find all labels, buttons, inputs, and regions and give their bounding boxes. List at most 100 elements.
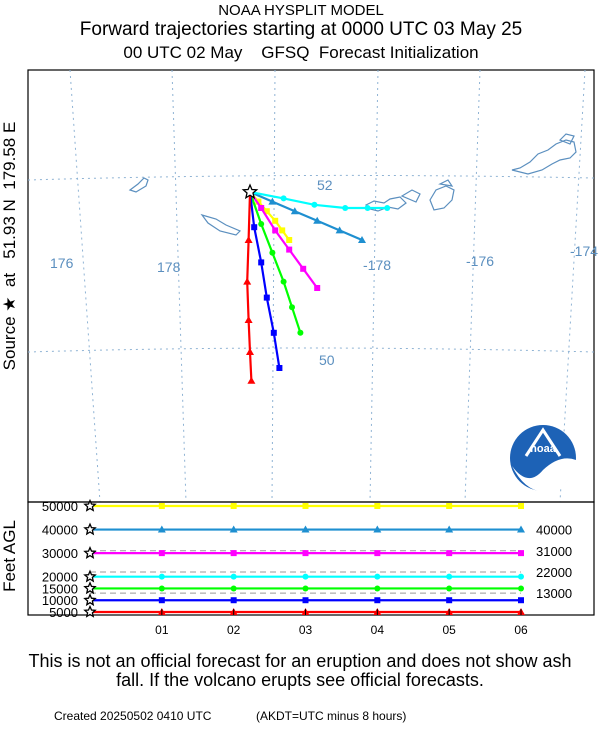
lon-label-minus176: -176 (466, 253, 494, 269)
height-marker-20000-2 (230, 573, 237, 580)
trajectory-marker-30000-1 (258, 205, 265, 211)
height-marker-40000-5 (445, 525, 454, 533)
trajectory-marker-15000-3 (280, 278, 287, 285)
trajectory-marker-40000-1 (268, 197, 277, 205)
height-marker-15000-3 (302, 585, 309, 592)
island-5 (429, 185, 455, 211)
height-start-star-30000 (83, 545, 97, 559)
island-6 (438, 179, 454, 187)
height-marker-50000-4 (374, 503, 381, 509)
height-start-star-5000 (83, 604, 97, 618)
lon-label-176: 176 (50, 255, 74, 271)
lon-line-178 (171, 69, 187, 503)
lat-label-52: 52 (317, 177, 333, 193)
trajectory-marker-30000-3 (286, 246, 293, 253)
y-right-label-40000: 40000 (536, 523, 572, 538)
height-marker-40000-4 (373, 525, 382, 533)
trajectory-marker-50000-2 (263, 208, 270, 215)
island-7 (511, 139, 577, 175)
lon-label-minus178: -178 (363, 257, 391, 273)
noaa-logo: noaa (510, 425, 576, 493)
trajectory-marker-10000-4 (270, 329, 277, 336)
trajectories (243, 190, 391, 384)
x-tick-label-05: 05 (442, 623, 456, 637)
height-frame (27, 501, 595, 616)
trajectory-marker-20000-5 (384, 205, 391, 211)
trajectory-marker-20000-1 (280, 195, 287, 202)
y-left-label-20000: 20000 (42, 570, 78, 585)
lon-label-minus174: -174 (570, 243, 598, 259)
trajectory-line-20000 (249, 190, 388, 210)
y-left-label-15000: 15000 (42, 581, 78, 596)
trajectory-marker-15000-1 (258, 221, 265, 227)
height-marker-50000-2 (230, 503, 237, 509)
logo-bird (524, 427, 562, 457)
trajectory-marker-5000-4 (246, 348, 254, 355)
height-start-star-50000 (83, 498, 97, 512)
y-left-label-30000: 30000 (42, 546, 78, 561)
island-8 (558, 133, 575, 145)
trajectory-marker-20000-4 (364, 205, 371, 211)
trajectory-marker-10000-1 (251, 224, 258, 231)
lon-line-minus178 (369, 69, 379, 503)
y-left-label-5000: 5000 (49, 605, 78, 620)
trajectory-marker-40000-4 (335, 226, 344, 234)
height-marker-30000-6 (518, 550, 524, 557)
height-marker-50000-6 (518, 503, 524, 509)
trajectory-line-5000 (246, 191, 253, 381)
height-marker-15000-1 (158, 585, 165, 592)
x-tick-label-01: 01 (155, 623, 169, 637)
height-marker-15000-5 (446, 585, 453, 592)
height-marker-10000-4 (374, 597, 381, 604)
height-marker-30000-1 (158, 550, 165, 557)
x-tick-label-06: 06 (514, 623, 528, 637)
y-right-label-31000: 31000 (536, 544, 572, 559)
lat-line-52 (27, 174, 595, 181)
x-tick-label-03: 03 (299, 623, 313, 637)
height-marker-30000-2 (230, 550, 237, 557)
grid-labels: 176 178 -178 -176 -174 52 50 (50, 177, 598, 368)
height-profile (83, 498, 525, 618)
created-timestamp: Created 20250502 0410 UTC (54, 709, 212, 723)
height-marker-20000-5 (446, 573, 453, 580)
height-marker-20000-6 (518, 573, 524, 580)
height-marker-10000-3 (302, 597, 309, 604)
lon-line-176 (69, 69, 101, 503)
height-marker-50000-5 (446, 503, 453, 509)
logo-text: noaa (530, 443, 557, 455)
island-2 (200, 213, 242, 236)
height-marker-40000-3 (301, 525, 310, 533)
x-tick-label-02: 02 (227, 623, 241, 637)
height-marker-30000-5 (446, 550, 453, 557)
trajectory-line-15000 (248, 191, 302, 334)
map-grid (27, 69, 595, 503)
source-star-marker (241, 183, 259, 200)
trajectory-marker-30000-5 (314, 285, 321, 291)
height-start-star-40000 (83, 522, 97, 536)
logo-wave (512, 458, 576, 493)
trajectory-marker-40000-3 (313, 216, 322, 224)
trajectory-marker-10000-5 (276, 365, 283, 371)
height-marker-30000-4 (374, 550, 381, 557)
lat-label-50: 50 (319, 352, 335, 368)
island-4 (400, 189, 421, 203)
lon-line-180 (271, 69, 276, 503)
height-marker-50000-1 (158, 503, 165, 509)
height-marker-20000-4 (374, 573, 381, 580)
coastline (128, 133, 577, 236)
height-start-star-15000 (83, 581, 97, 595)
trajectory-marker-40000-5 (358, 236, 366, 243)
height-marker-10000-1 (158, 597, 165, 604)
height-marker-15000-4 (374, 585, 381, 592)
trajectory-marker-50000-3 (272, 217, 279, 224)
trajectory-marker-5000-3 (244, 316, 253, 323)
trajectory-marker-50000-4 (279, 227, 286, 234)
trajectory-marker-5000-1 (244, 236, 253, 243)
trajectory-marker-30000-4 (300, 265, 307, 272)
x-tick-label-04: 04 (371, 623, 385, 637)
trajectory-marker-30000-2 (272, 227, 279, 234)
height-marker-15000-6 (518, 585, 524, 592)
trajectory-marker-15000-4 (289, 304, 295, 311)
